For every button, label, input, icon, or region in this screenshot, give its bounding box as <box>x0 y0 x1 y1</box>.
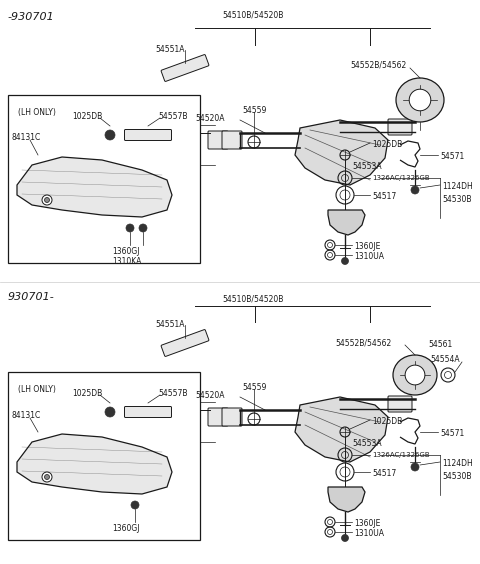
Text: 54571: 54571 <box>440 429 464 438</box>
Circle shape <box>42 472 52 482</box>
Text: 54520A: 54520A <box>195 391 225 400</box>
Polygon shape <box>328 487 365 512</box>
Ellipse shape <box>393 355 437 395</box>
Text: 84131C: 84131C <box>12 411 41 420</box>
FancyBboxPatch shape <box>222 131 242 149</box>
Text: 54553A: 54553A <box>352 162 382 171</box>
Circle shape <box>105 407 115 417</box>
Text: 54557B: 54557B <box>158 112 188 121</box>
Circle shape <box>405 365 425 385</box>
Circle shape <box>42 195 52 205</box>
FancyBboxPatch shape <box>161 55 209 81</box>
Text: 1360GJ: 1360GJ <box>112 247 140 256</box>
Text: 930701-: 930701- <box>8 292 55 302</box>
Text: 54559: 54559 <box>242 383 266 392</box>
FancyBboxPatch shape <box>208 408 228 426</box>
FancyBboxPatch shape <box>388 396 412 412</box>
Text: -930701: -930701 <box>8 12 55 22</box>
Bar <box>8 372 200 540</box>
Text: 1124DH: 1124DH <box>442 459 473 468</box>
Text: 1326AC/1326GB: 1326AC/1326GB <box>372 175 430 181</box>
Text: 1025DB: 1025DB <box>372 140 402 149</box>
Text: 54510B/54520B: 54510B/54520B <box>222 10 283 19</box>
Text: 54517: 54517 <box>372 469 396 478</box>
Text: 54551A: 54551A <box>155 45 184 54</box>
Text: (LH ONLY): (LH ONLY) <box>18 108 56 117</box>
Text: 1310KA: 1310KA <box>112 257 142 266</box>
Circle shape <box>341 258 348 265</box>
Polygon shape <box>295 397 388 462</box>
FancyBboxPatch shape <box>388 119 412 135</box>
Text: 54517: 54517 <box>372 192 396 201</box>
Circle shape <box>45 197 49 202</box>
Text: 1124DH: 1124DH <box>442 182 473 191</box>
Text: 54553A: 54553A <box>352 439 382 448</box>
Text: 54530B: 54530B <box>442 195 471 204</box>
Text: 54561: 54561 <box>428 340 452 349</box>
Circle shape <box>411 463 419 471</box>
Text: 54551A: 54551A <box>155 320 184 329</box>
Text: 54552B/54562: 54552B/54562 <box>350 60 406 69</box>
Circle shape <box>105 130 115 140</box>
FancyBboxPatch shape <box>124 130 171 140</box>
Text: 54571: 54571 <box>440 152 464 161</box>
Text: (LH ONLY): (LH ONLY) <box>18 385 56 394</box>
Text: 54520A: 54520A <box>195 114 225 123</box>
FancyBboxPatch shape <box>124 407 171 417</box>
Text: 1025DB: 1025DB <box>72 112 102 121</box>
Text: 1310UA: 1310UA <box>354 529 384 538</box>
Ellipse shape <box>396 78 444 122</box>
Circle shape <box>139 224 147 232</box>
Polygon shape <box>295 120 388 185</box>
Text: 1360JE: 1360JE <box>354 519 380 528</box>
FancyBboxPatch shape <box>161 329 209 356</box>
Text: 1025DB: 1025DB <box>72 389 102 398</box>
Text: 54510B/54520B: 54510B/54520B <box>222 294 283 303</box>
FancyBboxPatch shape <box>208 131 228 149</box>
Text: 1360JE: 1360JE <box>354 242 380 251</box>
Circle shape <box>341 535 348 541</box>
Circle shape <box>411 186 419 194</box>
Text: 84131C: 84131C <box>12 133 41 142</box>
Text: 1025DB: 1025DB <box>372 417 402 426</box>
Text: 1310UA: 1310UA <box>354 252 384 261</box>
Circle shape <box>409 89 431 111</box>
Text: 54552B/54562: 54552B/54562 <box>335 338 391 347</box>
Polygon shape <box>17 434 172 494</box>
Text: 1360GJ: 1360GJ <box>112 524 140 533</box>
Text: 54530B: 54530B <box>442 472 471 481</box>
Text: 54557B: 54557B <box>158 389 188 398</box>
Circle shape <box>126 224 134 232</box>
Polygon shape <box>17 157 172 217</box>
Text: 1326AC/1326GB: 1326AC/1326GB <box>372 452 430 458</box>
Circle shape <box>45 474 49 479</box>
Text: 54559: 54559 <box>242 106 266 115</box>
Polygon shape <box>328 210 365 235</box>
Circle shape <box>131 501 139 509</box>
Bar <box>8 95 200 263</box>
Text: 54554A: 54554A <box>430 355 460 364</box>
FancyBboxPatch shape <box>222 408 242 426</box>
